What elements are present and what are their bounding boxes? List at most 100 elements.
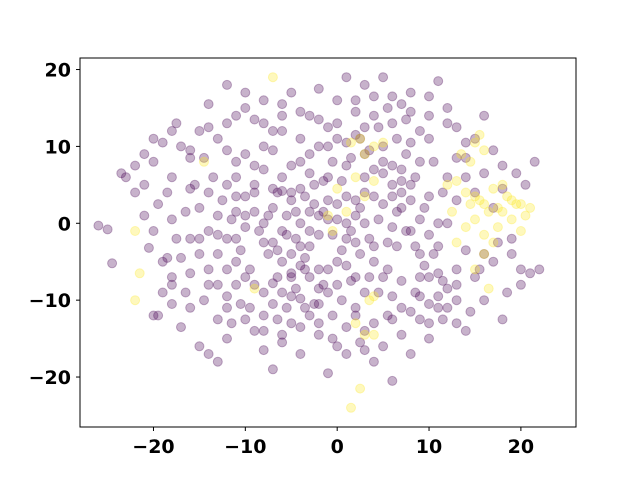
x-axis: −20 −10 0 10 20 xyxy=(132,427,534,458)
scatter-point-s0-144 xyxy=(272,272,283,283)
scatter-point-s0-346 xyxy=(410,241,421,252)
scatter-point-s0-47 xyxy=(479,295,490,306)
scatter-point-s0-181 xyxy=(277,226,288,236)
scatter-point-s0-21 xyxy=(235,299,246,309)
scatter-point-s0-23 xyxy=(258,345,269,356)
scatter-point-s0-3 xyxy=(116,168,127,179)
scatter-point-s0-351 xyxy=(203,187,214,198)
scatter-point-s0-209 xyxy=(309,199,320,210)
scatter-point-s0-237 xyxy=(359,122,370,133)
scatter-point-s1-30 xyxy=(470,214,480,225)
scatter-point-s0-279 xyxy=(222,302,232,313)
scatter-point-s0-39 xyxy=(405,349,416,359)
scatter-point-s0-36 xyxy=(378,341,389,352)
scatter-point-s0-258 xyxy=(414,272,425,283)
scatter-point-s1-50 xyxy=(465,156,476,167)
scatter-point-s0-257 xyxy=(424,229,434,240)
scatter-point-s0-67 xyxy=(405,87,416,98)
scatter-point-s0-269 xyxy=(313,283,324,294)
scatter-point-s0-30 xyxy=(323,368,333,379)
scatter-point-s0-285 xyxy=(166,272,177,283)
scatter-point-s0-11 xyxy=(157,256,168,267)
scatter-point-s1-17 xyxy=(359,191,370,202)
scatter-point-s0-2 xyxy=(93,220,104,231)
scatter-point-s0-102 xyxy=(249,187,260,198)
scatter-point-s0-126 xyxy=(437,187,448,198)
scatter-point-s0-350 xyxy=(148,310,159,321)
scatter-point-s0-52 xyxy=(525,268,536,279)
scatter-point-s0-368 xyxy=(424,318,434,329)
scatter-point-s0-312 xyxy=(231,206,242,217)
scatter-point-s0-93 xyxy=(166,172,177,183)
scatter-point-s1-45 xyxy=(470,264,480,275)
scatter-point-s0-217 xyxy=(382,103,393,113)
scatter-point-s0-243 xyxy=(451,152,462,163)
scatter-point-s0-69 xyxy=(387,118,398,129)
scatter-point-s0-345 xyxy=(401,226,412,236)
scatter-point-s0-194 xyxy=(396,176,407,186)
scatter-point-s0-302 xyxy=(313,114,324,125)
scatter-point-s0-66 xyxy=(414,126,425,136)
scatter-point-s0-50 xyxy=(506,249,517,259)
scatter-point-s0-301 xyxy=(295,106,306,117)
scatter-point-s1-53 xyxy=(460,187,471,198)
scatter-point-s1-21 xyxy=(359,329,370,340)
scatter-point-s0-218 xyxy=(391,133,402,144)
scatter-point-s0-297 xyxy=(222,118,232,129)
scatter-point-s0-324 xyxy=(359,172,370,183)
scatter-point-s0-329 xyxy=(405,179,416,190)
scatter-point-s0-171 xyxy=(382,310,393,321)
scatter-point-s0-133 xyxy=(373,287,384,298)
scatter-point-s0-90 xyxy=(194,126,205,136)
scatter-point-s0-263 xyxy=(368,256,379,267)
scatter-point-s0-137 xyxy=(336,295,347,306)
scatter-point-s0-149 xyxy=(226,214,237,225)
scatter-point-s0-178 xyxy=(479,249,490,259)
scatter-point-s1-40 xyxy=(515,226,526,236)
scatter-point-s0-25 xyxy=(277,337,288,348)
scatter-point-s0-226 xyxy=(240,149,251,160)
scatter-point-s0-187 xyxy=(332,214,343,225)
scatter-point-s0-19 xyxy=(222,333,232,344)
scatter-point-s0-255 xyxy=(442,283,453,294)
scatter-point-s1-11 xyxy=(332,183,343,194)
scatter-point-s0-377 xyxy=(203,279,214,290)
scatter-point-s0-109 xyxy=(313,264,324,275)
scatter-point-s0-203 xyxy=(222,233,232,244)
scatter-point-s0-206 xyxy=(281,210,292,221)
scatter-point-s0-119 xyxy=(405,226,416,236)
scatter-point-s1-59 xyxy=(479,199,490,210)
scatter-point-s0-15 xyxy=(180,287,191,298)
scatter-point-s1-39 xyxy=(511,199,522,210)
scatter-point-s0-372 xyxy=(295,322,306,333)
scatter-point-s0-323 xyxy=(350,195,361,206)
scatter-point-s0-87 xyxy=(222,79,232,90)
scatter-point-s0-369 xyxy=(387,314,398,325)
scatter-point-s0-352 xyxy=(194,233,205,244)
scatter-point-s0-6 xyxy=(148,133,159,144)
scatter-point-s0-110 xyxy=(323,287,333,298)
scatter-point-s0-158 xyxy=(199,295,209,306)
scatter-point-s1-32 xyxy=(479,229,490,240)
scatter-point-s0-305 xyxy=(368,110,379,121)
scatter-point-s0-89 xyxy=(203,99,214,110)
scatter-point-s1-7 xyxy=(359,149,370,160)
scatter-point-s0-63 xyxy=(442,103,453,113)
scatter-point-s1-2 xyxy=(134,268,145,279)
scatter-point-s0-343 xyxy=(382,237,393,248)
x-tick-label: −10 xyxy=(224,436,266,458)
scatter-point-s1-42 xyxy=(525,202,536,213)
scatter-point-s0-135 xyxy=(355,249,366,259)
scatter-point-s0-91 xyxy=(185,152,196,163)
scatter-point-s0-104 xyxy=(267,145,278,156)
scatter-point-s0-125 xyxy=(460,172,471,183)
scatter-point-s0-147 xyxy=(244,264,255,275)
scatter-point-s0-42 xyxy=(433,291,444,302)
scatter-point-s0-154 xyxy=(180,206,191,217)
scatter-point-s0-363 xyxy=(378,156,389,167)
scatter-point-s0-175 xyxy=(437,314,448,325)
scatter-point-s0-249 xyxy=(506,233,517,244)
scatter-point-s0-57 xyxy=(497,160,508,171)
scatter-point-s0-145 xyxy=(263,249,274,259)
scatter-point-s0-54 xyxy=(529,156,540,167)
